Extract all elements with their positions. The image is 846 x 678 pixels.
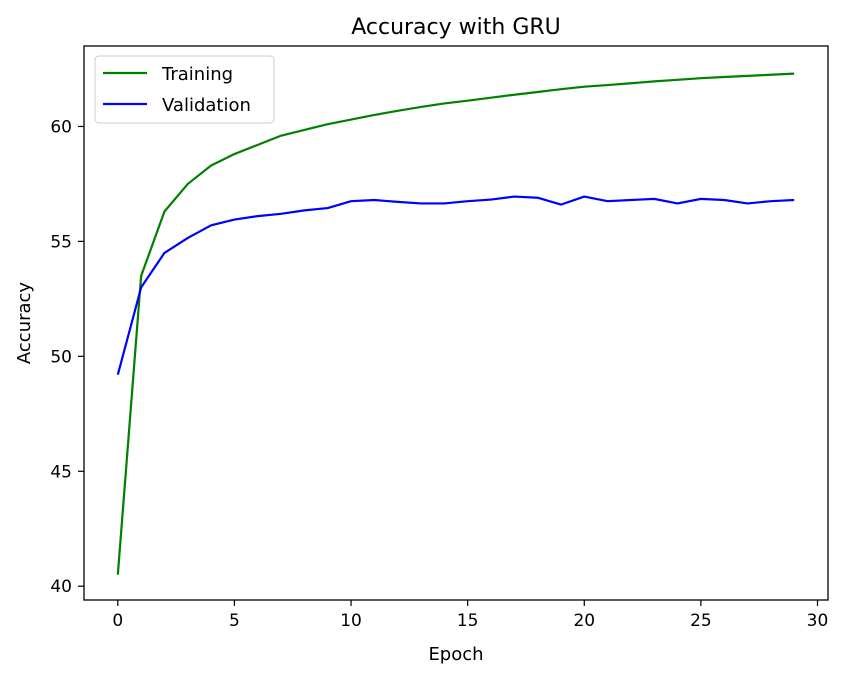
y-axis: 40 45 50 55 60 bbox=[50, 117, 84, 597]
chart-title: Accuracy with GRU bbox=[351, 15, 561, 40]
series-line-validation bbox=[116, 195, 795, 376]
y-tick-label: 45 bbox=[50, 462, 72, 482]
x-tick-label: 25 bbox=[690, 611, 712, 631]
x-axis-label: Epoch bbox=[428, 644, 483, 665]
x-tick-label: 10 bbox=[340, 611, 362, 631]
legend: Training Validation bbox=[94, 55, 275, 124]
plot-frame bbox=[83, 45, 829, 601]
legend-label-validation: Validation bbox=[162, 95, 251, 116]
x-tick-label: 5 bbox=[229, 611, 240, 631]
x-tick-label: 30 bbox=[807, 611, 829, 631]
y-tick-label: 40 bbox=[50, 577, 72, 597]
legend-label-training: Training bbox=[161, 64, 233, 85]
y-tick-label: 55 bbox=[50, 232, 72, 252]
x-axis: 0 5 10 15 20 25 30 bbox=[112, 600, 828, 631]
y-tick-label: 60 bbox=[50, 117, 72, 137]
x-tick-label: 0 bbox=[112, 611, 123, 631]
plot-lines bbox=[116, 72, 795, 575]
x-tick-label: 20 bbox=[573, 611, 595, 631]
y-tick-label: 50 bbox=[50, 347, 72, 367]
y-axis-label: Accuracy bbox=[14, 282, 35, 365]
x-tick-label: 15 bbox=[457, 611, 479, 631]
series-line-training bbox=[116, 72, 795, 575]
